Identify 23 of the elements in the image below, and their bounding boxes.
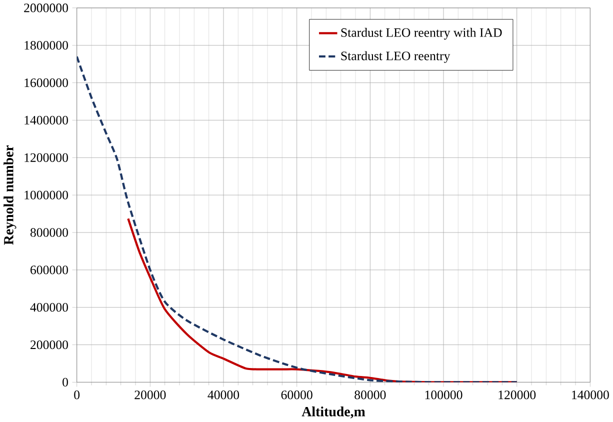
y-tick-label: 1600000 [24,78,68,88]
y-tick-label: 600000 [30,266,68,274]
y-tick-label: 1800000 [24,41,68,50]
x-tick-label: 0 [74,390,80,400]
y-tick-label: 2000000 [24,4,68,12]
y-tick-label: 1400000 [24,116,68,125]
y-tick-label: 400000 [30,303,68,312]
y-tick-label: 1000000 [24,190,68,200]
x-tick-label: 100000 [425,390,462,400]
legend-label: Stardust LEO reentry [341,51,450,63]
y-axis-title: Reynold number [4,145,16,245]
y-tick-label: 1200000 [24,153,68,162]
x-tick-label: 40000 [208,390,240,400]
x-tick-label: 20000 [134,390,166,400]
x-tick-label: 120000 [498,390,536,400]
y-tick-label: 200000 [30,340,68,350]
y-tick-label: 0 [62,378,68,387]
x-tick-label: 80000 [354,390,386,400]
x-tick-label: 140000 [572,390,609,400]
y-tick-label: 800000 [30,228,68,237]
legend-label: Stardust LEO reentry with IAD [341,28,502,40]
x-tick-label: 60000 [281,390,312,400]
x-axis-title: Altitude,m [302,406,366,418]
